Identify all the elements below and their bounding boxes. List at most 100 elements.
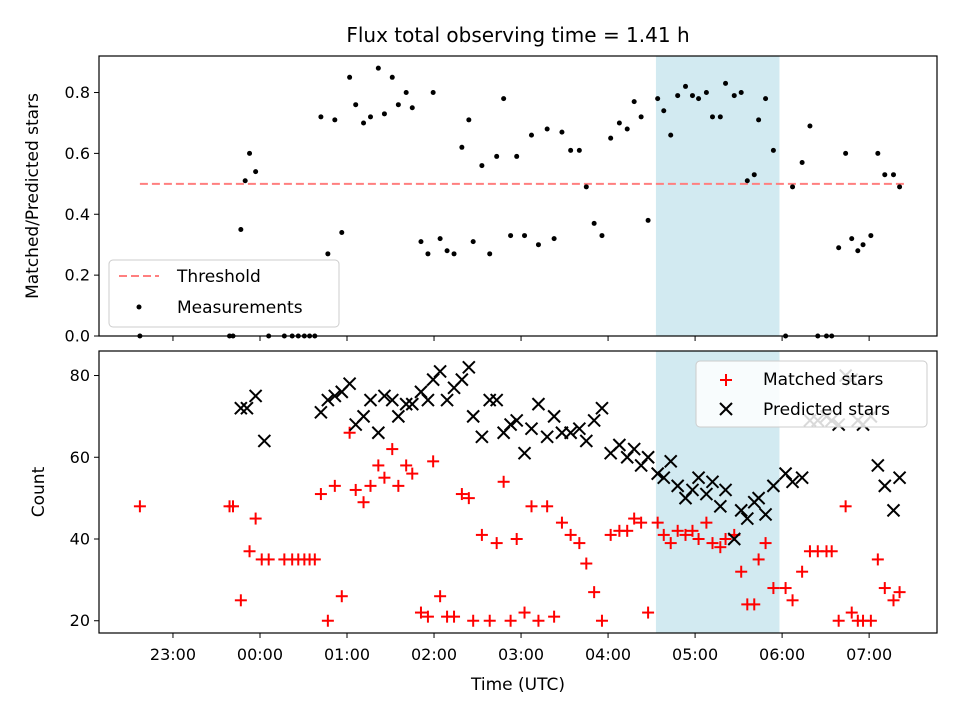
y-tick-label: 0.8: [65, 83, 90, 102]
top-y-ticks: 0.0 0.2 0.4 0.6 0.8: [65, 83, 99, 346]
matched-star-point: [845, 606, 858, 619]
predicted-star-point: [785, 475, 800, 489]
measurement-point: [591, 220, 597, 226]
measurement-point: [655, 96, 661, 102]
matched-star-point: [686, 524, 699, 537]
matched-star-point: [378, 471, 391, 484]
predicted-star-point: [433, 364, 447, 379]
matched-star-point: [227, 500, 240, 513]
matched-star-point: [864, 614, 877, 627]
measurement-point: [318, 114, 324, 120]
measurement-point: [696, 96, 702, 102]
predicted-star-point: [391, 409, 406, 424]
matched-star-point: [467, 614, 480, 627]
predicted-star-point: [248, 389, 263, 403]
measurement-point: [661, 108, 667, 114]
x-tick-label: 06:00: [759, 645, 805, 664]
y-tick-label: 40: [70, 530, 90, 549]
matched-star-point: [504, 614, 517, 627]
matched-legend-label: Matched stars: [763, 370, 883, 390]
measurements-legend-label: Measurements: [177, 298, 303, 318]
predicted-star-point: [727, 532, 741, 546]
x-axis-label: Time (UTC): [470, 675, 565, 695]
matched-star-point: [671, 524, 684, 537]
x-tick-label: 02:00: [411, 645, 457, 664]
matched-star-point: [314, 488, 327, 501]
predicted-star-point: [878, 479, 892, 493]
matched-star-point: [635, 516, 648, 529]
measurement-point: [709, 114, 715, 120]
measurement-point: [470, 239, 476, 245]
matched-star-point: [427, 455, 440, 468]
predicted-star-point: [328, 389, 342, 403]
matched-star-point: [719, 533, 732, 545]
matched-star-point: [878, 582, 891, 595]
measurement-point: [875, 150, 881, 156]
predicted-star-point: [524, 421, 539, 436]
measurement-point: [703, 90, 709, 96]
y-tick-label: 0.4: [65, 205, 90, 224]
predicted-star-point: [363, 393, 378, 407]
predicted-star-point: [257, 434, 272, 448]
measurement-point: [418, 239, 424, 245]
x-tick-label: 00:00: [237, 645, 283, 664]
matched-star-point: [748, 598, 761, 611]
matched-star-point: [510, 533, 523, 545]
measurement-point: [599, 233, 605, 239]
measurement-point: [717, 114, 723, 120]
matched-star-point: [735, 565, 748, 578]
measurement-point: [375, 65, 381, 71]
measurement-point: [890, 172, 896, 178]
predicted-star-point: [612, 438, 627, 452]
y-tick-label: 20: [70, 611, 90, 630]
y-tick-label: 0.0: [65, 327, 90, 346]
predicted-star-point: [657, 470, 671, 485]
measurement-point: [437, 236, 443, 242]
matched-star-point: [400, 459, 413, 472]
chart-title: Flux total observing time = 1.41 h: [346, 23, 689, 47]
predicted-star-point: [234, 401, 248, 415]
predicted-star-point: [740, 511, 755, 526]
measurement-point: [409, 105, 415, 111]
predicted-star-point: [892, 470, 907, 485]
matched-star-point: [421, 610, 434, 623]
measurement-point: [544, 126, 550, 132]
matched-star-point: [564, 528, 577, 541]
predicted-legend-label: Predicted stars: [763, 400, 890, 420]
matched-star-point: [871, 553, 884, 566]
measurement-point: [368, 114, 374, 120]
matched-star-point: [525, 500, 538, 513]
bottom-legend: Matched stars Predicted stars: [695, 360, 928, 428]
measurement-point: [897, 184, 903, 190]
predicted-star-point: [641, 450, 655, 464]
matched-star-point: [386, 443, 399, 456]
matched-star-point: [832, 614, 845, 627]
measurement-point: [882, 172, 888, 178]
matched-star-point: [392, 479, 405, 492]
predicted-star-point: [466, 409, 480, 424]
measurement-point: [576, 147, 582, 153]
measurement-point: [444, 248, 450, 254]
measurement-point: [339, 230, 345, 236]
predicted-star-point: [399, 397, 413, 411]
matched-star-point: [483, 614, 496, 627]
predicted-star-point: [440, 393, 454, 407]
predicted-star-point: [489, 393, 504, 407]
matched-points: [133, 426, 906, 627]
matched-star-point: [555, 516, 568, 529]
matched-star-point: [759, 537, 772, 550]
matched-star-point: [448, 610, 461, 623]
measurement-point: [487, 251, 493, 257]
measurement-point: [395, 102, 401, 108]
matched-star-point: [679, 528, 692, 541]
predicted-star-point: [670, 479, 685, 493]
predicted-star-point: [483, 393, 497, 407]
measurement-point: [247, 150, 253, 156]
measurement-point: [855, 248, 861, 254]
matched-star-point: [475, 528, 488, 541]
matched-star-point: [700, 516, 713, 529]
matched-star-point: [357, 496, 370, 509]
matched-star-point: [490, 537, 503, 550]
matched-star-point: [308, 553, 321, 566]
measurement-point: [668, 132, 674, 138]
